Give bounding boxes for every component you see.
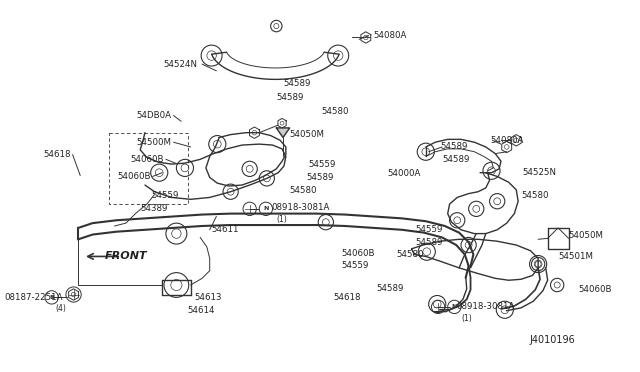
Text: 54589: 54589 xyxy=(376,284,404,293)
Text: 54559: 54559 xyxy=(308,160,336,169)
Text: (1): (1) xyxy=(276,215,287,224)
Text: 54589: 54589 xyxy=(283,79,310,88)
Text: 54050M: 54050M xyxy=(568,231,604,240)
Text: 54613: 54613 xyxy=(195,293,222,302)
Text: 54389: 54389 xyxy=(140,204,168,214)
Text: 54501M: 54501M xyxy=(558,252,593,261)
Text: (4): (4) xyxy=(55,304,66,313)
Text: J4010196: J4010196 xyxy=(529,335,575,345)
Text: 54DB0A: 54DB0A xyxy=(136,111,172,120)
Text: 54614: 54614 xyxy=(188,306,215,315)
Text: FRONT: FRONT xyxy=(105,251,148,262)
Text: 54589: 54589 xyxy=(307,173,334,182)
Text: 54589: 54589 xyxy=(415,238,443,247)
Text: 54500M: 54500M xyxy=(136,138,172,147)
Text: 54580: 54580 xyxy=(396,250,424,259)
Text: 54618: 54618 xyxy=(333,293,361,302)
Text: 54611: 54611 xyxy=(212,225,239,234)
Text: 54580: 54580 xyxy=(290,186,317,195)
Text: 54080A: 54080A xyxy=(490,136,524,145)
Polygon shape xyxy=(276,128,290,137)
Text: 54080A: 54080A xyxy=(373,31,407,40)
Text: 54589: 54589 xyxy=(276,93,304,102)
Text: N: N xyxy=(452,304,457,310)
Text: 08918-3081A: 08918-3081A xyxy=(271,203,330,212)
Text: 54559: 54559 xyxy=(151,191,179,200)
Text: 54060B: 54060B xyxy=(117,172,150,181)
Text: 54580: 54580 xyxy=(321,107,349,116)
Text: 54524N: 54524N xyxy=(163,60,197,69)
Text: B: B xyxy=(49,295,54,300)
Text: (1): (1) xyxy=(461,314,472,323)
Text: 54060B: 54060B xyxy=(131,155,164,164)
Text: 54618: 54618 xyxy=(44,150,70,159)
Text: N: N xyxy=(263,206,269,211)
Text: 08187-2251A: 08187-2251A xyxy=(4,293,63,302)
Text: 08918-3081A: 08918-3081A xyxy=(456,302,515,311)
Text: 54060B: 54060B xyxy=(578,285,612,294)
Text: 54589: 54589 xyxy=(442,155,469,164)
Text: 54525N: 54525N xyxy=(522,168,556,177)
Text: 54050M: 54050M xyxy=(290,130,324,139)
Text: 54060B: 54060B xyxy=(341,249,374,258)
Text: 54580: 54580 xyxy=(521,191,548,200)
Text: 54559: 54559 xyxy=(341,262,369,270)
Text: 54559: 54559 xyxy=(415,225,443,234)
Text: 54589: 54589 xyxy=(440,142,467,151)
Text: 54000A: 54000A xyxy=(388,169,421,178)
